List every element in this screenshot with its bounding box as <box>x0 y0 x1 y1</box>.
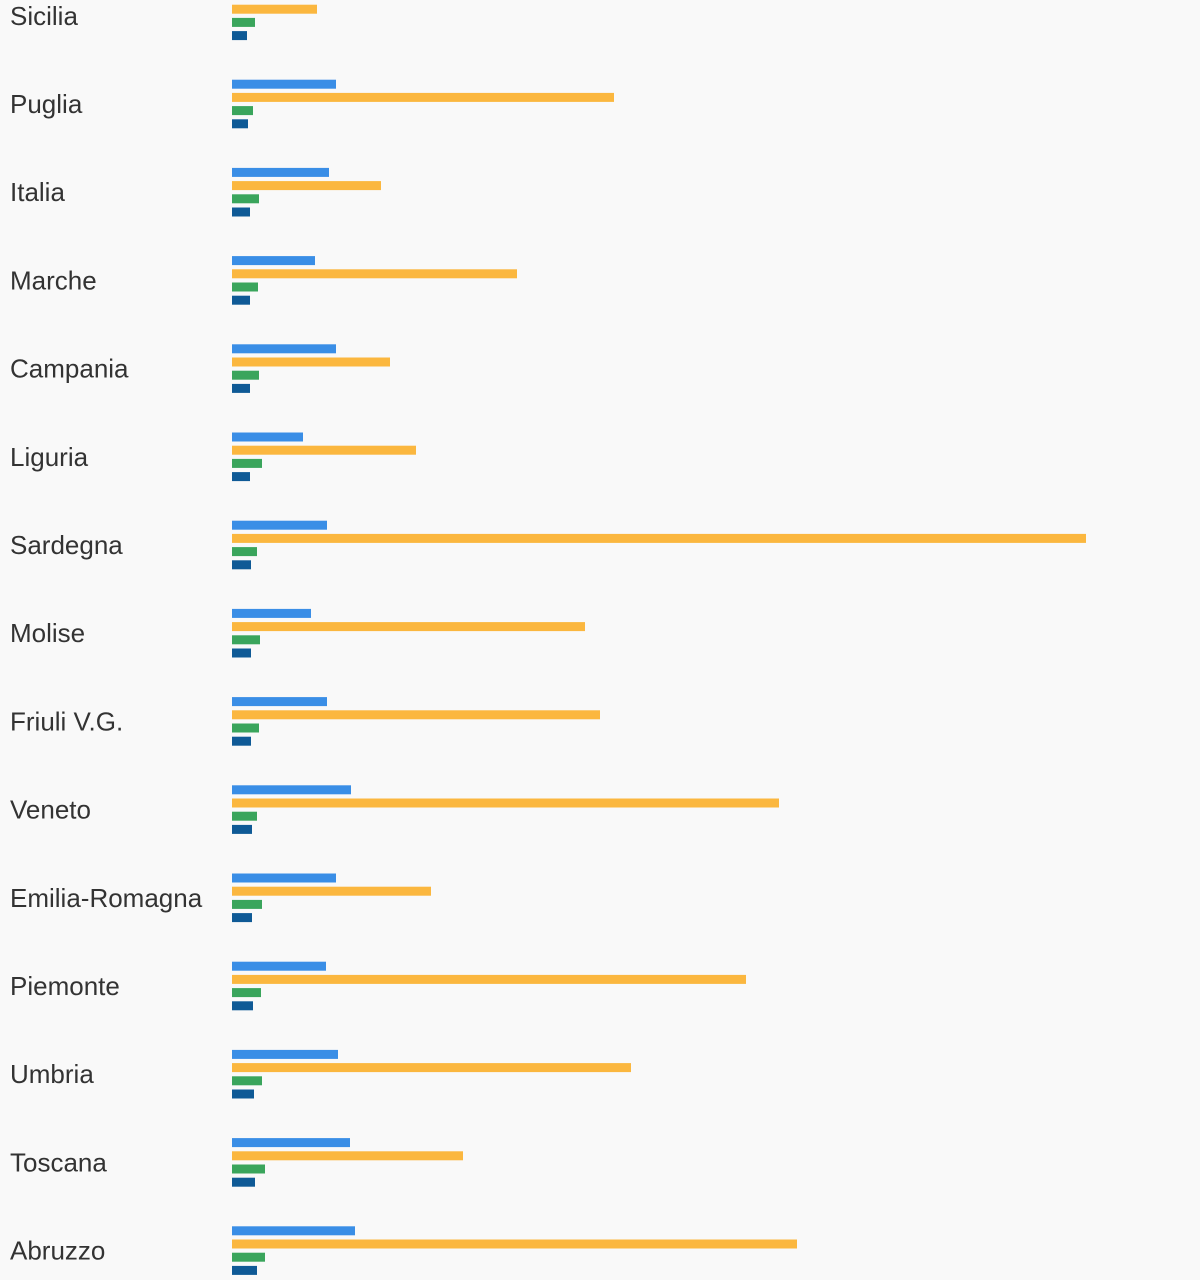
bar-series-4 <box>232 207 250 217</box>
bar-series-4 <box>232 1177 255 1187</box>
bar-series-2 <box>232 4 317 14</box>
bar-series-2 <box>232 710 600 720</box>
bar-series-3 <box>232 17 255 27</box>
bar-series-4 <box>232 31 247 41</box>
bar-series-4 <box>232 1001 253 1011</box>
category-label: Abruzzo <box>10 1236 105 1266</box>
bar-series-2 <box>232 533 1086 543</box>
bar-series-2 <box>232 886 431 896</box>
category-label: Marche <box>10 265 97 295</box>
bar-series-2 <box>232 357 390 367</box>
bar-series-4 <box>232 824 252 834</box>
bar-series-3 <box>232 458 262 468</box>
bar-series-4 <box>232 648 251 658</box>
category-label: Toscana <box>10 1147 107 1177</box>
bar-series-3 <box>232 547 257 557</box>
bar-series-2 <box>232 1151 463 1161</box>
category-label: Italia <box>10 177 65 207</box>
bar-series-4 <box>232 1089 254 1099</box>
bar-series-1 <box>232 697 327 707</box>
bar-series-1 <box>232 873 336 883</box>
bar-series-4 <box>232 913 252 923</box>
bar-series-3 <box>232 282 258 292</box>
bar-series-2 <box>232 181 381 191</box>
bar-series-3 <box>232 106 253 116</box>
bar-series-1 <box>232 432 303 442</box>
bar-series-3 <box>232 899 262 909</box>
category-label: Molise <box>10 618 85 648</box>
bar-series-1 <box>232 79 336 89</box>
bar-series-2 <box>232 1239 797 1249</box>
bar-series-2 <box>232 1063 631 1073</box>
bar-series-4 <box>232 383 250 393</box>
category-label: Sicilia <box>10 1 78 31</box>
bar-series-1 <box>232 1138 350 1148</box>
bar-series-1 <box>232 608 311 618</box>
bar-series-4 <box>232 119 248 129</box>
bar-series-1 <box>232 520 327 530</box>
bar-series-2 <box>232 445 416 455</box>
bar-series-3 <box>232 194 259 204</box>
bar-series-3 <box>232 1252 265 1262</box>
category-label: Liguria <box>10 442 89 472</box>
bar-series-4 <box>232 736 251 746</box>
category-label: Sardegna <box>10 530 123 560</box>
bar-series-2 <box>232 798 779 808</box>
bar-series-4 <box>232 295 250 305</box>
bar-series-2 <box>232 92 614 102</box>
bar-series-1 <box>232 256 315 266</box>
bar-series-4 <box>232 1265 257 1275</box>
category-label: Veneto <box>10 795 91 825</box>
category-label: Emilia-Romagna <box>10 883 203 913</box>
bar-series-3 <box>232 811 257 821</box>
bar-series-4 <box>232 560 251 570</box>
bar-series-3 <box>232 370 259 380</box>
category-label: Piemonte <box>10 971 120 1001</box>
bar-series-1 <box>232 167 329 177</box>
bar-series-1 <box>232 1049 338 1059</box>
bar-series-1 <box>232 1226 355 1236</box>
bar-series-3 <box>232 723 259 733</box>
category-label: Umbria <box>10 1059 94 1089</box>
category-label: Friuli V.G. <box>10 706 123 736</box>
bar-series-3 <box>232 1164 265 1174</box>
bar-series-2 <box>232 269 517 279</box>
bar-series-1 <box>232 785 351 795</box>
bar-series-1 <box>232 961 326 971</box>
bar-series-1 <box>232 344 336 354</box>
bar-series-3 <box>232 1076 262 1086</box>
bar-series-3 <box>232 635 260 645</box>
bar-series-2 <box>232 622 585 632</box>
category-label: Puglia <box>10 89 83 119</box>
bar-series-3 <box>232 988 261 998</box>
bar-series-4 <box>232 472 250 482</box>
bar-series-2 <box>232 974 746 984</box>
category-label: Campania <box>10 354 129 384</box>
